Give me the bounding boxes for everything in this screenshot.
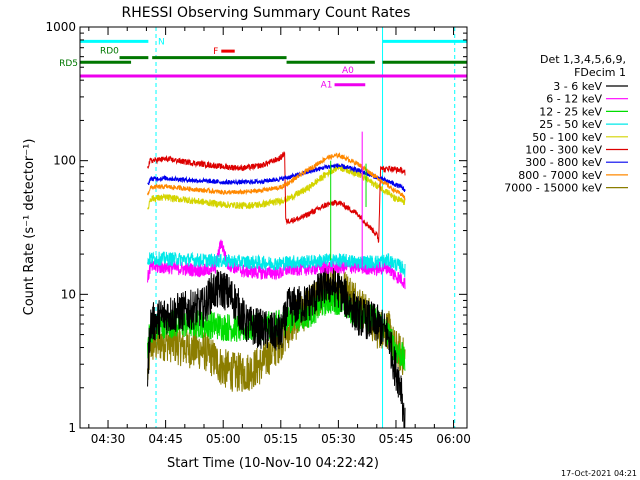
- legend-label-2: 12 - 25 keV: [539, 105, 602, 118]
- y-tick-label-0: 1: [68, 421, 76, 435]
- y-tick-label-3: 1000: [45, 20, 76, 34]
- x-axis-label: Start Time (10-Nov-10 04:22:42): [167, 456, 379, 471]
- x-tick-label-4: 05:30: [321, 432, 356, 446]
- flag-bar-rd0: RD0: [100, 47, 287, 60]
- legend-header-line-1: Det 1,3,4,5,6,9,: [540, 53, 626, 66]
- flag-label-a1: A1: [321, 81, 333, 91]
- y-axis-label: Count Rate (s⁻¹ detector⁻¹): [22, 139, 37, 316]
- plot-frame: [79, 26, 468, 429]
- x-tick-label-5: 05:45: [379, 432, 414, 446]
- y-tick-label-1: 10: [61, 287, 76, 301]
- legend-label-5: 100 - 300 keV: [525, 144, 602, 157]
- x-tick-label-3: 05:15: [263, 432, 298, 446]
- flag-label-rd5: RD5: [59, 59, 78, 69]
- flag-label-n: N: [158, 37, 165, 47]
- chart-title: RHESSI Observing Summary Count Rates: [122, 5, 411, 21]
- flag-bar-a1: A1: [321, 81, 366, 91]
- x-tick-label-0: 04:30: [91, 432, 126, 446]
- legend-label-1: 6 - 12 keV: [546, 93, 602, 106]
- legend-label-0: 3 - 6 keV: [553, 80, 602, 93]
- plot-area: N F RD0 RD5 A0 A1: [59, 27, 467, 429]
- flag-bar-a0: A0: [80, 66, 467, 78]
- y-tick-label-2: 100: [53, 154, 76, 168]
- x-tick-label-6: 06:00: [436, 432, 471, 446]
- legend-label-4: 50 - 100 keV: [532, 131, 602, 144]
- legend-label-6: 300 - 800 keV: [525, 156, 602, 169]
- flag-label-f: F: [213, 47, 218, 57]
- legend-header-line-2: FDecim 1: [574, 66, 626, 79]
- flag-bar-f: F: [213, 47, 235, 57]
- x-tick-label-2: 05:00: [206, 432, 241, 446]
- axes: 04:30 04:45 05:00 05:15 05:30 05:45 06:00 1 10 10…: [45, 20, 470, 446]
- flag-label-a0: A0: [342, 66, 354, 76]
- legend-label-7: 800 - 7000 keV: [518, 169, 602, 182]
- legend-label-8: 7000 - 15000 keV: [504, 182, 602, 195]
- footer-timestamp: 17-Oct-2021 04:21: [561, 469, 637, 478]
- x-tick-label-1: 04:45: [148, 432, 183, 446]
- flag-bar-rd5: RD5: [59, 59, 467, 69]
- series-line-0: [147, 265, 406, 429]
- flag-label-rd0: RD0: [100, 47, 119, 57]
- legend-label-3: 25 - 50 keV: [539, 118, 602, 131]
- flag-bar-n: N: [80, 37, 467, 47]
